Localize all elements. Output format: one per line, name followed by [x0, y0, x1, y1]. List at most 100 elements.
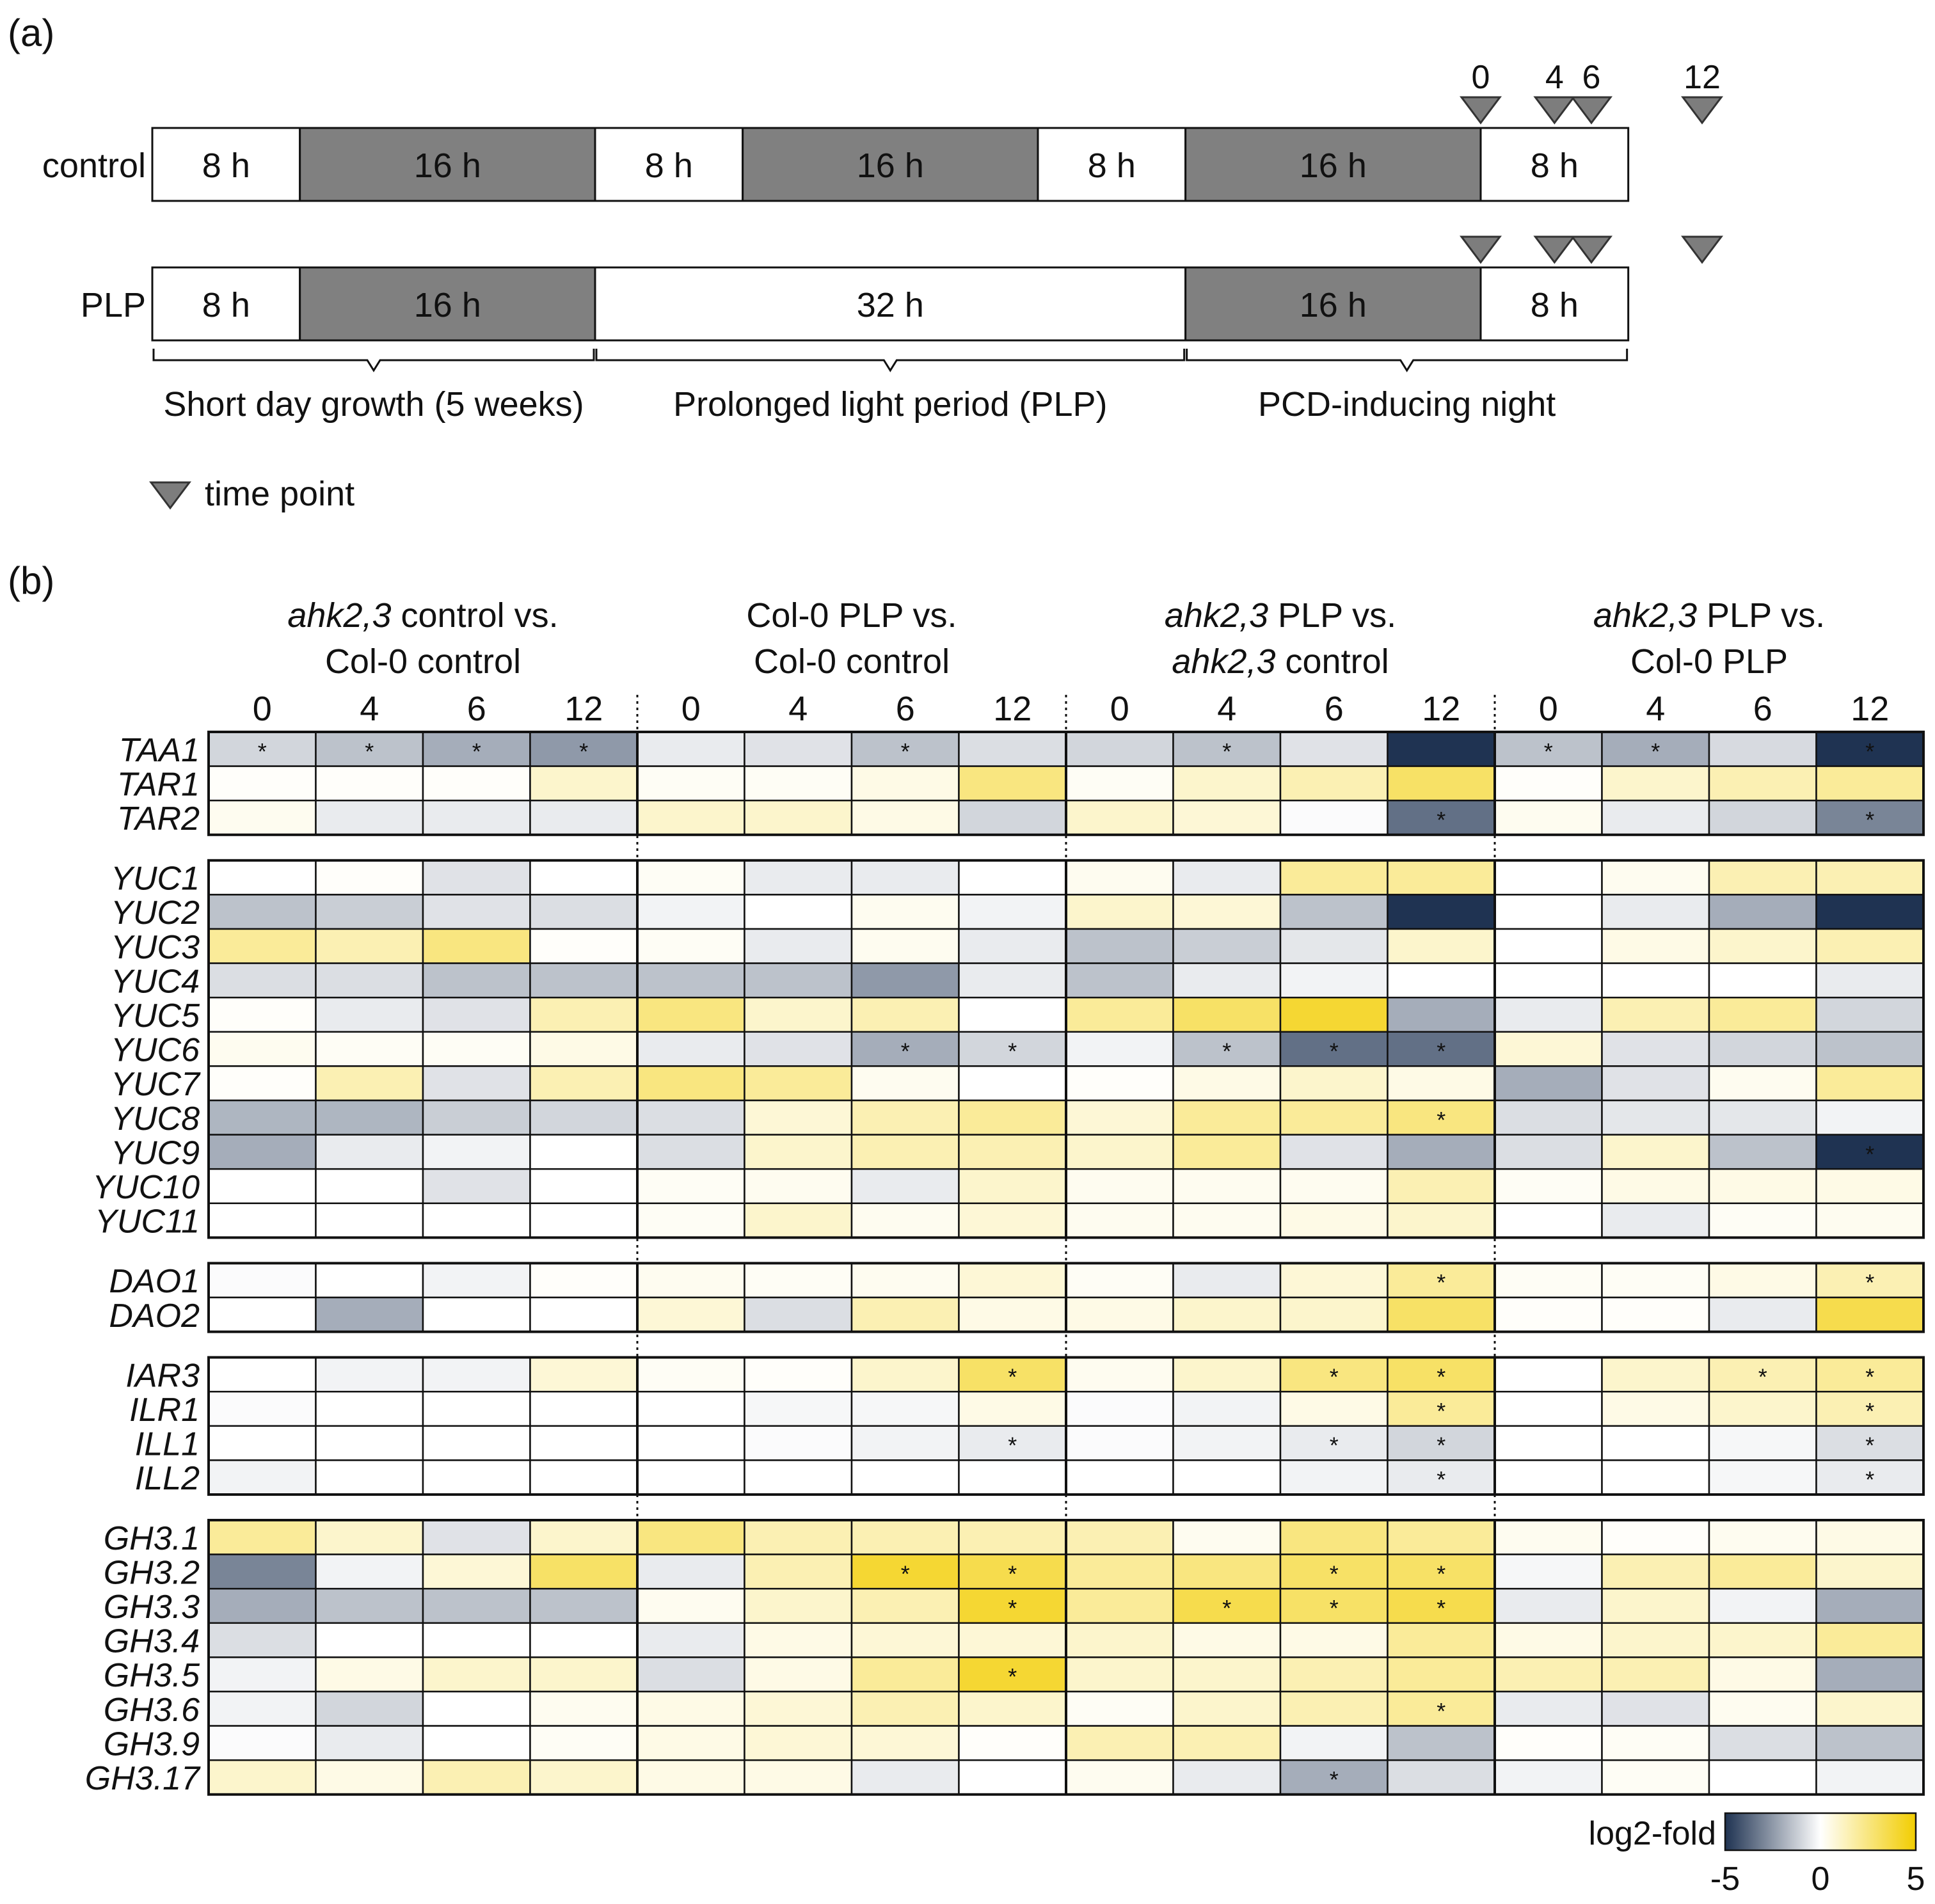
- timepoint-column-label: 6: [1753, 690, 1772, 728]
- heatmap-cell: [422, 1759, 531, 1796]
- significance-marker: *: [1222, 1595, 1231, 1621]
- significance-marker: *: [1008, 1663, 1017, 1690]
- significance-marker: *: [901, 738, 910, 765]
- timeline-segment-light: [594, 127, 744, 202]
- heatmap-cell: [529, 859, 639, 896]
- heatmap-cell: [315, 1099, 424, 1136]
- heatmap-cell: [315, 1759, 424, 1796]
- heatmap-cell: [1601, 1587, 1710, 1624]
- heatmap-cell: [529, 1587, 639, 1624]
- heatmap-cell: [744, 1622, 853, 1658]
- heatmap-cell: [1493, 962, 1603, 999]
- timeline-segment-light: [1037, 127, 1187, 202]
- heatmap-cell: [1279, 1134, 1389, 1170]
- heatmap-cell: [1172, 1425, 1282, 1461]
- heatmap-cell: [422, 894, 531, 930]
- heatmap-cell: [1172, 962, 1282, 999]
- heatmap-cell: [850, 1168, 960, 1205]
- heatmap-cell: [636, 1065, 745, 1102]
- heatmap-cell: [1493, 859, 1603, 896]
- comparison-title-line2: Col-0 control: [325, 642, 521, 681]
- heatmap-cell: [1065, 928, 1174, 964]
- heatmap-cell: [636, 1031, 745, 1067]
- significance-marker: *: [1865, 1466, 1874, 1493]
- heatmap-cell: [1601, 1725, 1710, 1761]
- heatmap-cell: [1065, 1202, 1174, 1239]
- heatmap-cell: [850, 928, 960, 964]
- heatmap-cell: [207, 1296, 317, 1333]
- heatmap-cell: [315, 1356, 424, 1393]
- significance-marker: *: [1865, 1363, 1874, 1390]
- heatmap-cell: [1601, 1553, 1710, 1590]
- comparison-title-line2-part: control: [1276, 642, 1389, 681]
- heatmap-cell: [207, 928, 317, 964]
- timeline-segment-label: 16 h: [1300, 147, 1367, 185]
- heatmap-cell: [422, 1459, 531, 1496]
- significance-marker: *: [1222, 738, 1231, 765]
- heatmap-cell: [422, 996, 531, 1033]
- heatmap-cell: [1172, 1587, 1282, 1624]
- heatmap-cell: [958, 859, 1067, 896]
- gene-label: GH3.9: [104, 1726, 200, 1763]
- heatmap-cell: [1708, 1519, 1817, 1555]
- heatmap-cell: [1601, 859, 1710, 896]
- heatmap-cell: [315, 859, 424, 896]
- heatmap-cell: [315, 1425, 424, 1461]
- heatmap-cell: [207, 1587, 317, 1624]
- heatmap-cell: [1708, 894, 1817, 930]
- phase-label: PCD-inducing night: [1258, 385, 1556, 424]
- heatmap-cell: [1172, 894, 1282, 930]
- heatmap-cell: [422, 799, 531, 836]
- heatmap-cell: [1493, 1622, 1603, 1658]
- heatmap-cell: [744, 1099, 853, 1136]
- heatmap-cell: [207, 1168, 317, 1205]
- panel-b-label: (b): [8, 559, 54, 602]
- significance-marker: *: [1437, 1560, 1445, 1587]
- heatmap-cell: [1815, 1725, 1925, 1761]
- heatmap-cell: [850, 996, 960, 1033]
- heatmap-cell: [850, 894, 960, 930]
- heatmap-cell: [1493, 1725, 1603, 1761]
- heatmap-cell: [1279, 1065, 1389, 1102]
- heatmap-cell: [1279, 1168, 1389, 1205]
- heatmap-cell: [1065, 1390, 1174, 1427]
- heatmap-cell: [636, 1656, 745, 1693]
- heatmap-cell: [207, 1759, 317, 1796]
- heatmap-cell: [1708, 1099, 1817, 1136]
- heatmap-cell: [422, 1168, 531, 1205]
- heatmap-cell: [1279, 894, 1389, 930]
- heatmap-cell: [1601, 1656, 1710, 1693]
- heatmap-cell: [529, 1622, 639, 1658]
- heatmap-cell: [958, 1099, 1067, 1136]
- significance-marker: *: [1008, 1363, 1017, 1390]
- heatmap-cell: [1279, 1587, 1389, 1624]
- heatmap-cell: [1815, 799, 1925, 836]
- heatmap-cell: [744, 1134, 853, 1170]
- heatmap-cell: [1065, 1587, 1174, 1624]
- timepoint-column-label: 4: [1217, 690, 1236, 728]
- heatmap-cell: [1172, 1725, 1282, 1761]
- heatmap-cell: [207, 1690, 317, 1727]
- heatmap-cell: [315, 1065, 424, 1102]
- heatmap-cell: [1708, 1725, 1817, 1761]
- heatmap-cell: [1815, 1031, 1925, 1067]
- heatmap-cell: [1387, 1296, 1496, 1333]
- heatmap-cell: [850, 731, 960, 767]
- heatmap-cell: [850, 1262, 960, 1299]
- heatmap-cell: [1172, 1099, 1282, 1136]
- heatmap-cell: [1387, 1622, 1496, 1658]
- heatmap-cell: [315, 1519, 424, 1555]
- heatmap-cell: [1708, 1656, 1817, 1693]
- heatmap-cell: [744, 1031, 853, 1067]
- gene-label: GH3.6: [104, 1692, 200, 1729]
- panel-a-label: (a): [8, 12, 54, 54]
- significance-marker: *: [1330, 1595, 1339, 1621]
- heatmap-cell: [207, 1425, 317, 1461]
- comparison-title-line2-part: Col-0 PLP: [1630, 642, 1788, 681]
- heatmap-cell: [1708, 1690, 1817, 1727]
- heatmap-cell: [422, 1390, 531, 1427]
- heatmap-cell: [422, 1262, 531, 1299]
- heatmap-cell: [636, 1134, 745, 1170]
- heatmap-cell: [1279, 1690, 1389, 1727]
- heatmap-cell: [529, 1656, 639, 1693]
